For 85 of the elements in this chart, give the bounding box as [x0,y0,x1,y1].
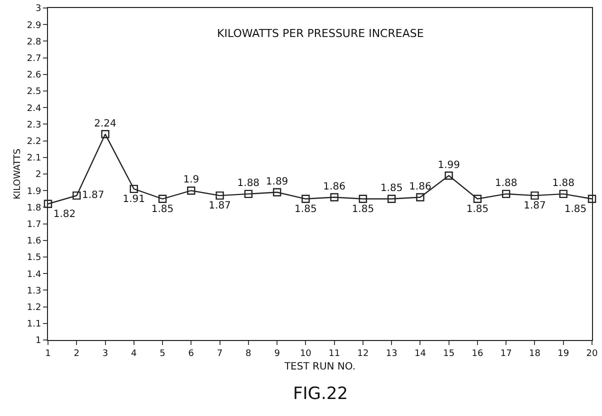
y-tick-label: 1.4 [26,270,42,280]
y-tick-label: 1.9 [26,186,42,197]
point [588,194,596,203]
y-tick-label: 1.7 [26,220,42,230]
point [272,188,282,196]
point [72,191,81,200]
point [244,190,253,198]
y-tick-label: 2.2 [26,136,42,147]
point [387,194,396,203]
y-tick-label: 2.1 [26,154,42,164]
data-label: 1.89 [266,176,288,188]
y-tick-label: 2 [35,170,42,180]
point [502,190,510,198]
x-tick-label: 1 [45,348,51,359]
data-label: 1.85 [151,204,174,215]
y-tick-label: 3 [35,4,42,14]
data-label: 1.85 [380,183,403,194]
y-tick-label: 1 [35,336,42,346]
x-tick-label: 16 [472,348,484,359]
data-label: 1.88 [552,178,575,190]
point [416,193,424,202]
y-tick-label: 2.3 [26,120,42,130]
point [187,186,196,195]
point [530,191,539,200]
y-tick-label: 1.8 [26,203,42,214]
y-tick-label: 1.6 [26,236,42,247]
y-tick-label: 1.5 [26,253,42,264]
data-label: 1.82 [53,208,76,220]
y-tick-label: 2.6 [26,70,42,81]
data-label: 1.88 [494,178,518,190]
data-label: 1.85 [564,204,587,215]
point [44,200,52,208]
x-tick-label: 3 [102,348,108,359]
x-tick-label: 7 [216,348,223,359]
x-tick-label: 18 [529,348,541,359]
point [358,194,368,203]
x-tick-label: 13 [386,348,398,359]
y-tick-label: 2.5 [26,87,42,98]
point [216,191,224,200]
x-tick-label: 20 [586,348,598,359]
x-axis-title: TEST RUN NO. [283,361,356,372]
y-axis-title: KILOWATTS [13,148,24,200]
x-tick-label: 12 [357,348,369,359]
point [158,194,167,203]
x-tick-label: 6 [188,348,194,359]
x-tick-label: 8 [246,348,252,359]
x-tick-label: 14 [414,348,426,359]
text: KILOWATTS PER PRESSURE INCREASE [217,27,424,40]
x-tick-label: 5 [160,348,166,359]
x-tick-label: 11 [328,348,340,359]
x-tick-label: 9 [274,348,280,359]
x-tick-label: 15 [443,348,455,359]
y-tick-label: 1.2 [26,302,42,313]
data-label: 1.87 [208,200,231,212]
point [444,172,453,180]
point [330,193,338,202]
y-tick-label: 1.1 [26,320,42,330]
y-tick-label: 2.4 [26,104,42,114]
point [130,184,138,194]
data-label: 1.86 [323,181,346,192]
data-label: 1.85 [466,204,489,215]
data-label: 1.85 [294,204,317,215]
y-tick-label: 2.8 [26,37,42,48]
y-tick-label: 2.9 [26,20,42,31]
x-tick-label: 17 [500,348,512,359]
data-label: 1.85 [352,204,374,215]
x-tick-label: 19 [558,348,570,359]
data-label: 1.86 [409,181,432,192]
data-label: 1.87 [82,190,104,202]
point [473,194,482,203]
data-label: 1.9 [183,174,200,186]
data-label: 1.87 [524,200,546,212]
point [101,130,110,138]
x-tick-label: 2 [74,348,80,359]
y-tick-label: 2.7 [26,54,42,64]
x-tick-label: 10 [300,348,312,359]
point [559,190,568,198]
data-label: 2.24 [94,118,116,130]
data-label: 1.99 [438,160,460,171]
y-tick-label: 1.3 [26,286,42,296]
data-label: 1.91 [122,194,146,205]
caption: FIG.22 [293,384,348,404]
x-tick-label: 4 [131,348,138,359]
data-label: 1.88 [237,178,260,190]
point [302,194,310,203]
